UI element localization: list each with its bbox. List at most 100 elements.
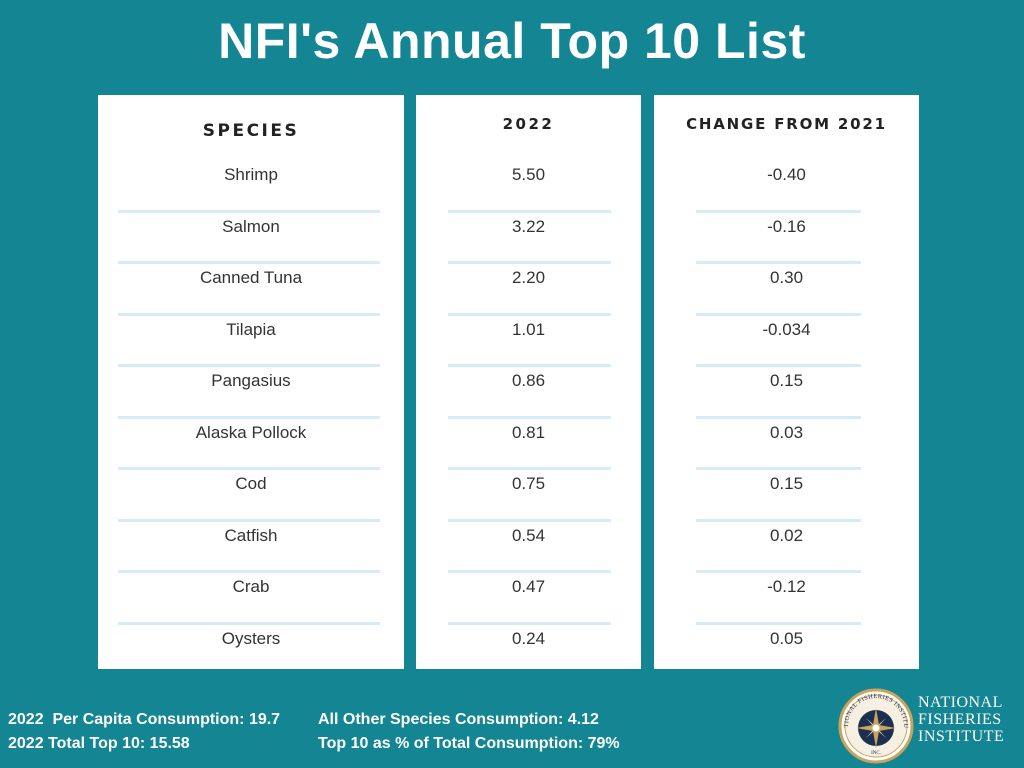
row-divider (118, 518, 380, 522)
row-divider (118, 415, 380, 419)
row-divider (118, 312, 380, 316)
wordmark-line-fisheries: FISHERIES (918, 711, 1002, 728)
row-divider (696, 261, 861, 264)
row-divider (448, 364, 611, 367)
species-panel: SPECIES Shrimp Salmon Canned Tuna Tilapia Pa… (98, 95, 404, 669)
value-cell: 0.81 (511, 422, 546, 442)
row-divider (696, 415, 861, 419)
value-cell: 1.01 (511, 319, 546, 339)
table-row: -0.16 (654, 213, 919, 264)
value-cell: 3.22 (511, 216, 546, 236)
table-row: 0.05 (654, 625, 919, 677)
row-divider (118, 209, 380, 213)
row-divider (696, 621, 861, 625)
change-list: -0.40 -0.16 0.30 -0.034 0.15 0.03 0.15 0.02 -0.1… (654, 161, 919, 676)
table-row: 0.75 (416, 470, 641, 522)
footer-left-stats: 2022 Per Capita Consumption: 19.7 2022 T… (8, 708, 280, 756)
row-divider (696, 467, 861, 470)
seal-sub-text: INC. (871, 751, 881, 756)
per-capita-consumption: 2022 Per Capita Consumption: 19.7 (8, 711, 281, 728)
row-divider (118, 467, 380, 470)
table-row: 0.24 (416, 625, 641, 677)
value-cell: 2.20 (511, 268, 546, 287)
table-row: Tilapia (98, 316, 404, 367)
year-column-header: 2022 (502, 115, 555, 133)
table-row: 0.03 (654, 419, 919, 470)
table-row: 5.50 (416, 161, 641, 213)
row-divider (118, 570, 380, 573)
change-cell: 0.05 (769, 628, 804, 648)
row-divider (448, 261, 611, 264)
species-cell: Crab (232, 577, 270, 596)
value-cell: 0.75 (511, 474, 546, 493)
table-row: Canned Tuna (98, 264, 404, 316)
species-cell: Catfish (224, 525, 278, 545)
table-row: Alaska Pollock (98, 419, 404, 470)
compass-rose-icon (856, 708, 896, 748)
change-panel: CHANGE FROM 2021 -0.40 -0.16 0.30 -0.034 0.1… (654, 95, 919, 669)
table-row: Cod (98, 470, 404, 522)
row-divider (696, 209, 861, 213)
species-cell: Alaska Pollock (195, 422, 307, 442)
species-cell: Canned Tuna (199, 268, 303, 287)
change-cell: 0.02 (769, 525, 804, 545)
table-row: Salmon (98, 213, 404, 264)
species-column-header: SPECIES (202, 121, 300, 141)
value-cell: 0.86 (511, 371, 546, 390)
table-row: -0.034 (654, 316, 919, 367)
other-species-consumption: All Other Species Consumption: 4.12 (318, 711, 599, 728)
species-cell: Shrimp (224, 165, 278, 184)
species-cell: Tilapia (226, 319, 276, 339)
change-cell: -0.12 (767, 577, 806, 596)
change-cell: 0.03 (769, 422, 804, 442)
row-divider (448, 518, 611, 522)
value-cell: 0.54 (511, 525, 546, 545)
table-row: 0.15 (654, 367, 919, 419)
species-cell: Pangasius (211, 371, 291, 390)
table-row: Oysters (98, 625, 404, 677)
change-column-header: CHANGE FROM 2021 (686, 115, 887, 133)
table-row: Crab (98, 573, 404, 625)
table-row: 0.47 (416, 573, 641, 625)
table-row: -0.40 (654, 161, 919, 213)
row-divider (448, 621, 611, 625)
table-row: 2.20 (416, 264, 641, 316)
value-cell: 5.50 (511, 165, 546, 184)
value-list: 5.50 3.22 2.20 1.01 0.86 0.81 0.75 0.54 0.47 0.24 (416, 161, 641, 676)
wordmark-line-national: NATIONAL (918, 694, 1003, 711)
row-divider (448, 570, 611, 573)
row-divider (448, 209, 611, 213)
total-top10: 2022 Total Top 10: 15.58 (8, 735, 190, 752)
table-row: 1.01 (416, 316, 641, 367)
row-divider (696, 570, 861, 573)
row-divider (118, 364, 380, 367)
change-cell: -0.034 (762, 319, 811, 339)
species-cell: Oysters (221, 628, 281, 648)
row-divider (118, 621, 380, 625)
table-row: -0.12 (654, 573, 919, 625)
row-divider (118, 261, 380, 264)
table-row: 0.02 (654, 522, 919, 573)
table-row: 0.54 (416, 522, 641, 573)
row-divider (696, 364, 861, 367)
top10-percentage: Top 10 as % of Total Consumption: 79% (318, 735, 620, 752)
page-title: NFI's Annual Top 10 List (218, 13, 806, 69)
table-row: 0.30 (654, 264, 919, 316)
row-divider (696, 312, 861, 316)
table-row: 0.86 (416, 367, 641, 419)
change-cell: 0.15 (769, 371, 804, 390)
species-cell: Cod (235, 474, 267, 493)
footer-right-stats: All Other Species Consumption: 4.12 Top … (318, 708, 620, 756)
wordmark-line-institute: INSTITUTE (918, 728, 1005, 745)
change-cell: 0.30 (769, 268, 804, 287)
nfi-wordmark: NATIONAL FISHERIES INSTITUTE (918, 694, 1018, 745)
species-cell: Salmon (222, 216, 280, 236)
table-row: Pangasius (98, 367, 404, 419)
table-row: Shrimp (98, 161, 404, 213)
table-row: 3.22 (416, 213, 641, 264)
table-row: 0.15 (654, 470, 919, 522)
row-divider (448, 415, 611, 419)
value-cell: 0.24 (511, 628, 546, 648)
nfi-seal-logo: NATIONAL FISHERIES INSTITUTE INC. (838, 688, 914, 764)
table-row: Catfish (98, 522, 404, 573)
